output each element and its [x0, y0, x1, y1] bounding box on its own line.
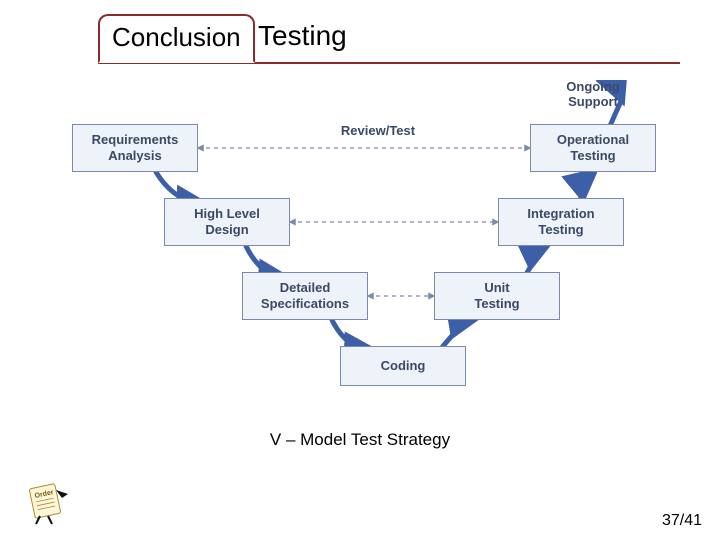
- label-ongoing-support: OngoingSupport: [548, 80, 638, 110]
- diagram-caption: V – Model Test Strategy: [0, 430, 720, 450]
- node-requirements-analysis: RequirementsAnalysis: [72, 124, 198, 172]
- node-operational-testing: OperationalTesting: [530, 124, 656, 172]
- node-unit-testing: UnitTesting: [434, 272, 560, 320]
- page-number: 37/41: [662, 512, 702, 530]
- node-coding: Coding: [340, 346, 466, 386]
- label-review-test: Review/Test: [318, 124, 438, 139]
- section-tab: Conclusion: [98, 14, 255, 63]
- node-high-level-design: High LevelDesign: [164, 198, 290, 246]
- order-clipboard-icon: Order: [26, 480, 72, 526]
- page-title: Testing: [258, 20, 347, 52]
- node-detailed-specifications: DetailedSpecifications: [242, 272, 368, 320]
- node-integration-testing: IntegrationTesting: [498, 198, 624, 246]
- slide: Conclusion Testing RequirementsAnalysis …: [0, 0, 720, 540]
- v-model-diagram: RequirementsAnalysis High LevelDesign De…: [70, 80, 650, 420]
